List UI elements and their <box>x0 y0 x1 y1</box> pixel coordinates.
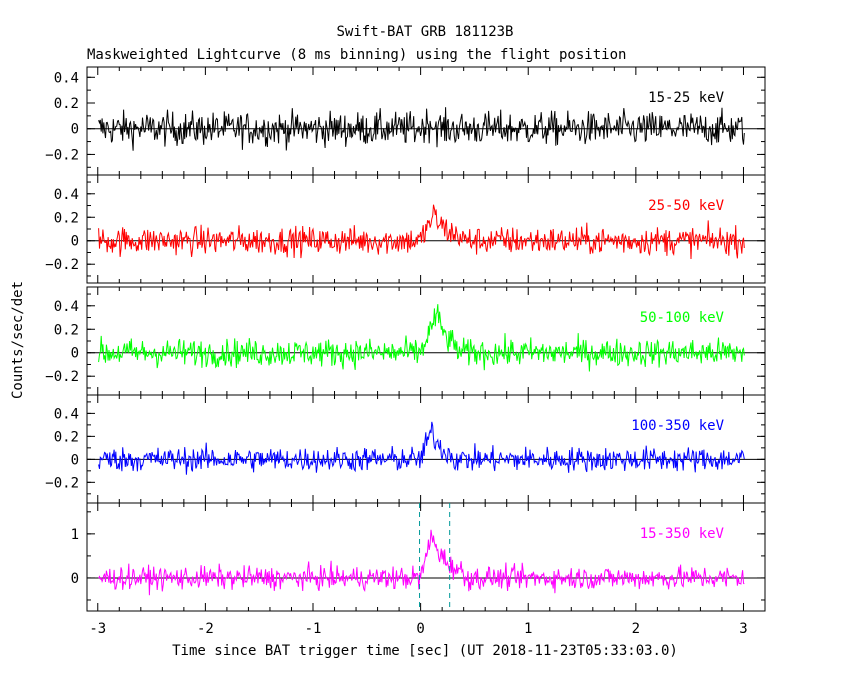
y-tick-label: 0.2 <box>54 96 79 112</box>
y-tick-label: 0 <box>71 122 79 138</box>
y-tick-label: 0.2 <box>54 429 79 445</box>
y-tick-label: 0.2 <box>54 322 79 338</box>
x-tick-label: -1 <box>305 621 322 637</box>
y-tick-label: −0.2 <box>45 475 79 491</box>
panel-2: 0.4 0.2 0 −0.2 50-100 keV <box>45 286 766 396</box>
x-axis-label: Time since BAT trigger time [sec] (UT 20… <box>172 643 678 659</box>
panel-3: 0.4 0.2 0 −0.2 100-350 keV <box>45 394 766 504</box>
x-tick-label: 0 <box>416 621 424 637</box>
lightcurve-series <box>98 304 745 372</box>
y-tick-label: 0.2 <box>54 210 79 226</box>
x-tick-label: -3 <box>89 621 106 637</box>
band-label: 50-100 keV <box>640 310 725 326</box>
x-tick-label: 2 <box>632 621 640 637</box>
y-tick-label: 0 <box>71 346 79 362</box>
panel-1: 0.4 0.2 0 −0.2 25-50 keV <box>45 174 766 284</box>
y-tick-label: 0 <box>71 234 79 250</box>
y-tick-label: −0.2 <box>45 257 79 273</box>
x-tick-label: 1 <box>524 621 532 637</box>
y-tick-label: 0 <box>71 571 79 587</box>
y-tick-label: 0 <box>71 452 79 468</box>
band-label: 15-350 keV <box>640 526 725 542</box>
lightcurve-series <box>98 421 745 475</box>
chart-subtitle: Maskweighted Lightcurve (8 ms binning) u… <box>87 47 626 63</box>
lightcurve-series <box>98 204 745 260</box>
x-tick-label: 3 <box>739 621 747 637</box>
panel-frame <box>86 502 766 612</box>
y-tick-label: −0.2 <box>45 369 79 385</box>
band-label: 100-350 keV <box>631 418 724 434</box>
y-axis-label: Counts/sec/det <box>10 281 26 399</box>
panel-4: 1 0 15-350 keV <box>71 502 766 612</box>
panel-0: 0.4 0.2 0 −0.2 15-25 keV <box>45 66 766 176</box>
x-tick-label: -2 <box>197 621 214 637</box>
y-tick-label: 0.4 <box>54 70 79 86</box>
panels-group: 0.4 0.2 0 −0.2 15-25 keV 0.4 0.2 0 −0.2 25-50 keV… <box>45 66 766 637</box>
lightcurve-series <box>98 529 745 596</box>
band-label: 15-25 keV <box>648 90 724 106</box>
chart-title: Swift-BAT GRB 181123B <box>336 24 513 40</box>
y-tick-label: −0.2 <box>45 147 79 163</box>
y-tick-label: 0.4 <box>54 187 79 203</box>
y-tick-label: 0.4 <box>54 406 79 422</box>
y-tick-label: 1 <box>71 527 79 543</box>
band-label: 25-50 keV <box>648 198 724 214</box>
lightcurve-series <box>98 107 745 151</box>
panel-frame <box>86 394 766 504</box>
y-tick-label: 0.4 <box>54 299 79 315</box>
